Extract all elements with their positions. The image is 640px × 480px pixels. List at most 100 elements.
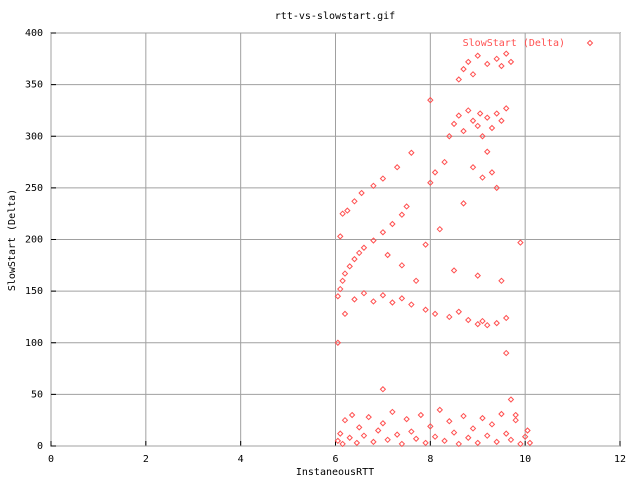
data-point: [507, 436, 515, 444]
data-point: [484, 60, 491, 68]
data-point: [455, 112, 462, 119]
data-point: [474, 272, 481, 279]
data-point: [517, 440, 524, 448]
data-point: [488, 124, 496, 132]
data-point: [379, 229, 387, 236]
data-point: [465, 434, 472, 441]
data-point: [408, 428, 415, 435]
data-point: [502, 349, 510, 357]
legend-label: SlowStart (Delta): [463, 38, 565, 49]
data-point: [507, 58, 515, 66]
data-point: [417, 411, 425, 419]
data-point: [334, 437, 342, 445]
data-point: [479, 174, 486, 181]
data-point: [339, 210, 346, 217]
x-tick-label: 0: [48, 454, 54, 465]
data-point: [512, 411, 519, 419]
data-point: [341, 270, 349, 277]
data-point: [441, 158, 448, 166]
chart-title: rtt-vs-slowstart.gif: [275, 11, 395, 22]
data-point: [460, 412, 467, 420]
data-point: [337, 233, 344, 240]
data-point: [493, 110, 500, 117]
data-point: [370, 298, 377, 305]
data-point: [403, 203, 410, 210]
data-point: [479, 414, 486, 422]
y-tick-label: 250: [25, 183, 43, 194]
data-point: [379, 175, 387, 182]
data-point: [498, 62, 505, 70]
x-tick-label: 4: [238, 454, 244, 465]
data-point: [334, 339, 342, 346]
data-point: [351, 198, 358, 205]
y-tick-label: 100: [25, 338, 43, 349]
data-point: [493, 184, 500, 192]
data-point: [334, 293, 342, 300]
data-point: [450, 120, 458, 128]
x-tick-label: 12: [614, 454, 626, 465]
data-point: [398, 295, 406, 302]
data-point: [517, 239, 524, 246]
x-axis-label: InstaneousRTT: [296, 467, 374, 478]
data-point: [360, 432, 368, 439]
data-point: [441, 437, 448, 445]
data-point: [488, 421, 496, 428]
data-point: [502, 314, 510, 322]
data-point: [460, 200, 467, 207]
x-tick-label: 2: [143, 454, 149, 465]
data-point: [436, 406, 444, 414]
data-point: [465, 58, 472, 66]
data-point: [403, 415, 410, 423]
data-point: [502, 430, 510, 437]
data-point: [398, 211, 406, 218]
data-point: [498, 277, 505, 285]
data-point: [389, 299, 396, 306]
data-point: [408, 301, 415, 308]
data-point: [348, 411, 356, 419]
data-point: [351, 296, 358, 303]
data-point: [356, 249, 363, 257]
data-point: [521, 433, 529, 440]
data-point: [502, 50, 510, 57]
x-tick-label: 10: [519, 454, 531, 465]
data-point: [370, 237, 377, 244]
data-point: [484, 432, 491, 439]
data-point: [360, 244, 368, 251]
y-tick-label: 50: [31, 389, 43, 400]
data-point: [455, 440, 462, 448]
data-point: [469, 117, 477, 124]
data-point: [370, 438, 377, 446]
data-point: [484, 114, 491, 121]
data-point: [479, 133, 486, 140]
data-point: [488, 169, 496, 176]
data-point: [498, 117, 505, 124]
data-point: [465, 107, 472, 114]
data-point: [431, 169, 439, 176]
data-point: [398, 262, 406, 269]
y-tick-label: 0: [37, 441, 43, 452]
data-point: [427, 179, 434, 186]
data-point: [422, 439, 429, 447]
data-point: [474, 320, 481, 328]
data-point: [379, 292, 387, 299]
y-tick-label: 300: [25, 131, 43, 142]
data-point: [393, 164, 401, 171]
data-point: [384, 251, 391, 259]
data-point: [422, 241, 429, 248]
data-point: [431, 310, 439, 318]
data-point: [484, 148, 491, 155]
data-point: [389, 408, 396, 416]
data-point: [356, 424, 363, 431]
y-axis-label: SlowStart (Delta): [7, 189, 18, 291]
data-point: [341, 416, 349, 424]
data-point: [465, 316, 472, 324]
data-point: [339, 277, 346, 285]
data-point: [450, 267, 458, 274]
data-point: [422, 306, 429, 313]
data-point: [469, 164, 477, 171]
data-point: [446, 133, 453, 140]
data-point: [379, 420, 387, 427]
data-point: [374, 427, 382, 434]
data-point: [507, 396, 515, 403]
data-point: [493, 438, 500, 446]
